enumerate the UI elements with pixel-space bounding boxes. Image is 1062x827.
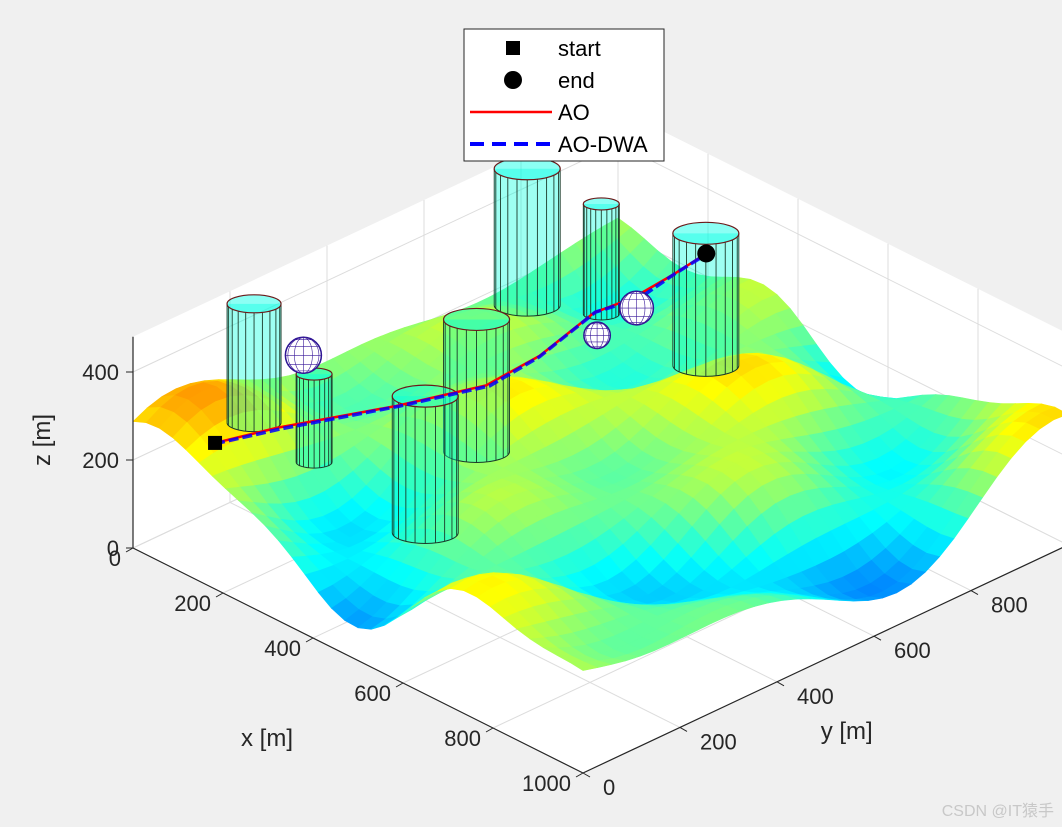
legend-label: AO-DWA: [558, 132, 648, 157]
x-tick-label: 400: [264, 636, 301, 661]
cylinder-base: [295, 461, 333, 469]
legend-circle-marker: [504, 71, 522, 89]
x-tick-label: 1000: [522, 771, 571, 796]
cylinder-base: [672, 365, 740, 377]
cylinder-obstacle: [391, 384, 459, 544]
sphere-obstacle: [284, 336, 323, 375]
cylinder-base: [391, 532, 459, 544]
y-axis-line: [582, 547, 1062, 774]
watermark: CSDN @IT猿手: [941, 803, 1054, 820]
legend-entry: end: [504, 68, 595, 93]
x-tick-mark: [485, 727, 494, 733]
cylinder-obstacle: [493, 157, 561, 317]
legend-entry: AO: [470, 100, 590, 125]
y-tick-mark: [873, 635, 882, 641]
legend-label: start: [558, 36, 601, 61]
x-tick-mark: [395, 682, 404, 688]
cylinder-obstacle: [226, 294, 282, 433]
tick-labels: 0200400600800100002004006008001000020040…: [82, 360, 1028, 800]
start-marker: [208, 435, 223, 450]
z-axis-label: z [m]: [29, 414, 56, 466]
y-tick-mark: [776, 681, 785, 687]
legend-square-marker: [506, 41, 520, 55]
y-tick-label: 400: [797, 684, 834, 709]
obstacles-and-paths: [208, 157, 740, 544]
z-tick-label: 0: [107, 536, 119, 561]
cylinder-obstacle: [582, 197, 620, 321]
cylinder-obstacle: [672, 221, 740, 377]
y-tick-label: 200: [700, 729, 737, 754]
z-tick-label: 400: [82, 360, 119, 385]
cylinder-top: [226, 294, 282, 314]
x-tick-mark: [215, 592, 224, 598]
x-tick-mark: [305, 637, 314, 643]
x-tick-mark: [575, 772, 584, 778]
cylinder-top: [582, 197, 620, 211]
cylinder-base: [493, 305, 561, 317]
legend-entry: AO-DWA: [470, 132, 648, 157]
sphere-obstacle: [583, 321, 612, 350]
legend[interactable]: start end AO AO-DWA: [463, 28, 665, 162]
y-axis-label: y [m]: [821, 718, 873, 745]
cylinder-top: [391, 384, 459, 408]
x-tick-label: 800: [444, 726, 481, 751]
y-tick-mark: [679, 726, 688, 732]
x-tick-label: 200: [174, 591, 211, 616]
terrain-surface: [132, 217, 1062, 671]
y-tick-mark: [970, 590, 979, 596]
cylinder-top: [442, 307, 511, 332]
y-tick-label: 800: [991, 593, 1028, 618]
cylinder-base: [443, 451, 511, 463]
x-axis-label: x [m]: [241, 725, 293, 752]
x-tick-mark: [125, 547, 134, 553]
cylinder-top: [672, 221, 740, 245]
legend-entry: start: [506, 36, 601, 61]
y-tick-mark: [582, 772, 591, 778]
terrain-patch: [568, 661, 599, 671]
x-axis-line: [132, 547, 584, 774]
sphere-obstacle: [619, 290, 655, 326]
cylinder-base: [582, 313, 620, 321]
legend-label: end: [558, 68, 595, 93]
y-tick-label: 600: [894, 638, 931, 663]
end-marker: [697, 244, 716, 263]
legend-box: [463, 28, 665, 162]
sphere-mesh: [619, 290, 654, 326]
x-tick-label: 0: [109, 546, 121, 571]
cylinder-obstacle: [442, 307, 511, 463]
legend-label: AO: [558, 100, 590, 125]
path-ao-dwa: [214, 252, 708, 446]
sphere-mesh: [583, 321, 611, 349]
z-tick-label: 200: [82, 448, 119, 473]
y-tick-label: 0: [603, 775, 615, 800]
sphere-mesh: [285, 336, 322, 374]
x-tick-label: 600: [354, 681, 391, 706]
